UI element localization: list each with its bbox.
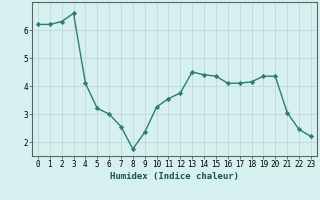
X-axis label: Humidex (Indice chaleur): Humidex (Indice chaleur) xyxy=(110,172,239,181)
